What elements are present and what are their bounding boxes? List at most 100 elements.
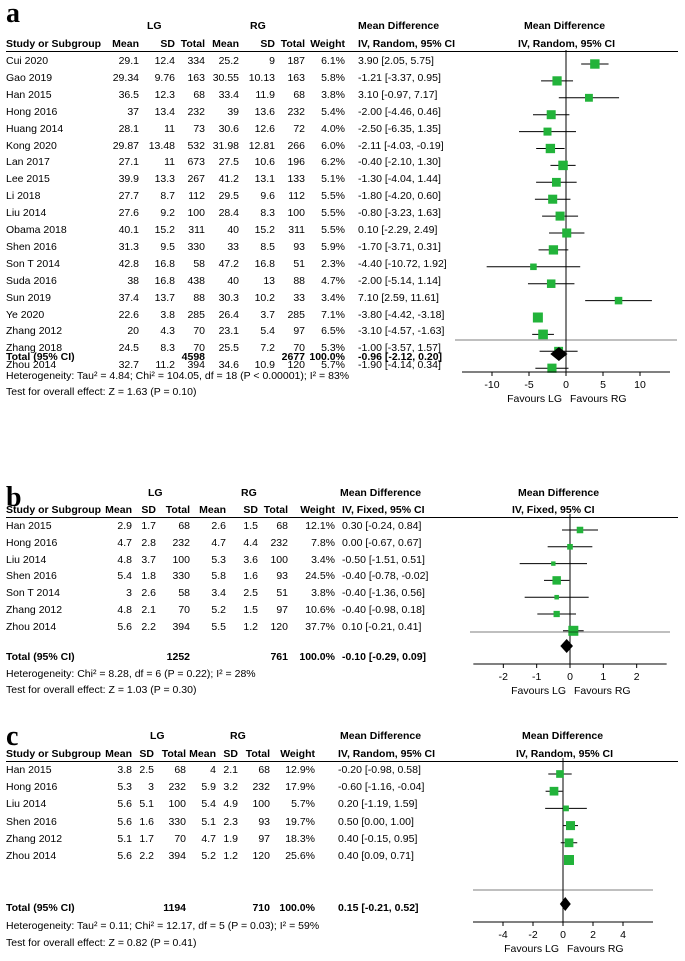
- mean-1: 5.6: [117, 850, 132, 862]
- mean-difference: -2.00 [-5.14, 1.14]: [358, 274, 441, 287]
- col-weight: Weight: [280, 748, 315, 760]
- effect-marker: [552, 576, 561, 585]
- weight: 18.3%: [285, 832, 315, 845]
- col-weight: Weight: [300, 504, 335, 516]
- mean-2: 27.5: [218, 156, 239, 169]
- total-2: 285: [287, 308, 305, 321]
- mean-1: 37.4: [118, 291, 139, 304]
- sd-1: 13.4: [154, 105, 175, 118]
- study-name: Zhang 2012: [6, 604, 63, 616]
- mean-difference: 0.40 [0.09, 0.71]: [338, 850, 414, 862]
- sd-2: 1.5: [243, 604, 258, 616]
- col-sd-2: SD: [243, 504, 258, 516]
- sd-1: 2.1: [141, 604, 156, 616]
- study-name: Hong 2016: [6, 536, 58, 549]
- study-name: Lan 2017: [6, 156, 50, 169]
- mean-difference: 0.10 [-0.21, 0.41]: [342, 620, 422, 633]
- study-name: Zhang 2012: [6, 832, 63, 845]
- mean-1: 20: [127, 325, 139, 338]
- forest-svg: -2 -1 0 1 2 Favours LG Favours RG: [470, 514, 670, 697]
- study-name: Liu 2014: [6, 207, 47, 220]
- total-1: 70: [178, 604, 190, 616]
- mean-1: 5.6: [117, 798, 132, 811]
- study-name: Liu 2014: [6, 798, 47, 811]
- mean-2: 5.4: [201, 798, 216, 811]
- total-1: 100: [172, 553, 190, 566]
- weight: 6.1%: [321, 55, 345, 67]
- total-1: 73: [193, 122, 205, 135]
- mean-difference: 0.20 [-1.19, 1.59]: [338, 798, 418, 811]
- total-2: 232: [252, 781, 270, 794]
- total-2: 93: [293, 240, 305, 253]
- weight: 6.2%: [321, 156, 345, 169]
- sd-2: 10.6: [254, 156, 275, 169]
- mean-difference: -0.40 [-0.78, -0.02]: [342, 570, 429, 583]
- total-label: Total (95% CI): [6, 902, 75, 914]
- col-md-method: IV, Fixed, 95% CI: [342, 504, 425, 516]
- effect-marker: [543, 127, 552, 136]
- weight: 7.1%: [321, 308, 345, 321]
- mean-difference: 0.30 [-0.24, 0.84]: [342, 520, 422, 532]
- total-2: 97: [258, 832, 270, 845]
- weight: 5.8%: [321, 71, 345, 84]
- x-tick-label: 10: [634, 379, 646, 391]
- total-1: 68: [174, 764, 186, 776]
- heterogeneity-text: Heterogeneity: Tau² = 0.11; Chi² = 12.17…: [6, 920, 320, 932]
- sd-1: 1.7: [139, 832, 154, 845]
- x-tick-label: 5: [600, 379, 606, 391]
- total-md: -0.10 [-0.29, 0.09]: [342, 651, 427, 663]
- mean-1: 27.6: [118, 207, 139, 220]
- x-tick-label: -1: [532, 671, 541, 683]
- mean-difference: -0.60 [-1.16, -0.04]: [338, 781, 425, 794]
- mean-2: 3.4: [211, 587, 226, 600]
- col-md-method: IV, Random, 95% CI: [338, 748, 436, 760]
- favours-left-label: Favours LG: [504, 943, 559, 955]
- mean-2: 5.5: [211, 620, 226, 633]
- total-md: 0.15 [-0.21, 0.52]: [338, 902, 419, 914]
- total-2: 100: [287, 207, 305, 220]
- x-tick-label: 0: [567, 671, 573, 683]
- weight: 37.7%: [305, 620, 335, 633]
- sd-2: 1.5: [243, 520, 258, 532]
- total-1: 285: [187, 308, 205, 321]
- effect-marker: [564, 855, 574, 865]
- mean-2: 25.2: [218, 55, 239, 67]
- weight: 5.5%: [321, 207, 345, 220]
- mean-2: 5.2: [201, 850, 216, 862]
- heterogeneity-text: Heterogeneity: Chi² = 8.28, df = 6 (P = …: [6, 668, 256, 680]
- mean-2: 2.6: [211, 520, 226, 532]
- study-name: Zhang 2018: [6, 342, 63, 355]
- mean-difference: -2.50 [-6.35, 1.35]: [358, 122, 441, 135]
- effect-marker: [558, 160, 568, 171]
- total-1: 232: [168, 781, 186, 794]
- col-total-1: Total: [165, 504, 190, 516]
- effect-marker: [551, 561, 556, 566]
- total-2: 232: [287, 105, 305, 118]
- sd-2: 7.2: [260, 342, 275, 355]
- total-diamond: [560, 639, 573, 653]
- col-mean-1: Mean: [105, 504, 132, 516]
- mean-2: 41.2: [218, 173, 239, 186]
- total-1: 330: [187, 240, 205, 253]
- total-1: 58: [178, 587, 190, 600]
- mean-2: 40: [227, 224, 239, 236]
- total-md: -0.96 [-2.12, 0.20]: [358, 351, 443, 363]
- mean-difference: -0.40 [-1.36, 0.56]: [342, 587, 425, 600]
- effect-marker: [532, 312, 543, 323]
- effect-marker: [548, 194, 558, 204]
- weight: 17.9%: [285, 781, 315, 794]
- mean-difference: 7.10 [2.59, 11.61]: [358, 291, 439, 304]
- total-2: 120: [270, 620, 288, 633]
- mean-2: 26.4: [218, 308, 239, 321]
- md-title: Mean Difference: [340, 730, 422, 742]
- mean-2: 5.8: [211, 570, 226, 583]
- study-name: Shen 2016: [6, 240, 57, 253]
- weight: 12.9%: [285, 764, 315, 776]
- group2-label: RG: [241, 487, 257, 499]
- mean-difference: -0.40 [-0.98, 0.18]: [342, 604, 425, 616]
- sd-2: 4.9: [223, 798, 238, 811]
- study-name: Ye 2020: [6, 308, 45, 321]
- total-1: 70: [174, 832, 186, 845]
- weight: 3.4%: [321, 291, 345, 304]
- effect-marker: [546, 110, 556, 120]
